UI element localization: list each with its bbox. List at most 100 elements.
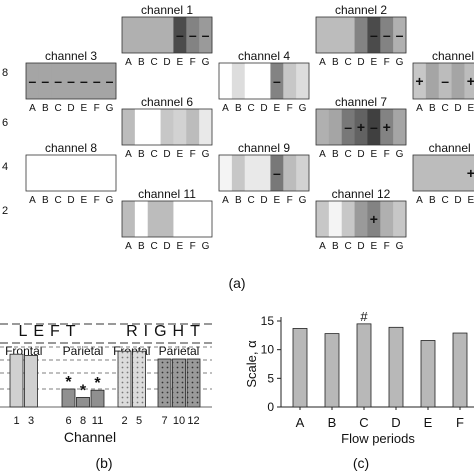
condition-label: F (94, 103, 100, 114)
condition-label: F (287, 103, 293, 114)
condition-label: A (125, 149, 132, 160)
heatmap-cell (134, 17, 149, 53)
heatmap-cell (90, 155, 104, 191)
y-tick-label: 0 (267, 400, 274, 414)
condition-label: A (29, 195, 36, 206)
condition-label: E (371, 149, 378, 160)
strip-border (25, 154, 117, 192)
condition-label: C (442, 103, 449, 114)
channel-title: channel 10 (429, 141, 474, 155)
condition-label: F (384, 57, 390, 68)
heatmap-cell (77, 155, 91, 191)
significance-star: * (65, 374, 72, 391)
sign-marker: – (370, 27, 378, 43)
condition-label: A (319, 57, 326, 68)
sign-marker: – (67, 73, 75, 89)
condition-label: C (442, 195, 449, 206)
condition-label: A (319, 149, 326, 160)
heatmap-cell (316, 109, 330, 145)
y-tick-label: 5 (267, 371, 274, 385)
condition-label: A (416, 103, 423, 114)
sign-marker: – (80, 73, 88, 89)
sign-marker: – (176, 27, 184, 43)
heatmap-cell (38, 155, 53, 191)
x-tick-label: E (424, 415, 433, 430)
heatmap-cell (438, 155, 452, 191)
channel-title: channel 9 (238, 141, 290, 155)
heatmap-cell (380, 201, 394, 237)
condition-label: E (274, 103, 281, 114)
channel-tick-label: 12 (187, 415, 199, 427)
condition-label: F (190, 57, 196, 68)
heatmap-cell (64, 155, 78, 191)
heatmap-cell (413, 63, 427, 99)
strip-border (412, 62, 474, 100)
sign-marker: – (93, 73, 101, 89)
channel-title: channel 3 (45, 49, 97, 63)
condition-label: D (67, 195, 74, 206)
heatmap-cell (64, 63, 78, 99)
heatmap-cell (393, 109, 407, 145)
heatmap-cell (270, 155, 284, 191)
significance-star: * (94, 375, 101, 392)
channel-bar (132, 350, 146, 408)
condition-label: C (151, 149, 158, 160)
heatmap-cell (199, 17, 213, 53)
heatmap-cell (354, 17, 368, 53)
condition-label: D (163, 149, 170, 160)
condition-label: D (260, 103, 267, 114)
heatmap-cell (134, 109, 149, 145)
panel-c-label: (c) (353, 455, 369, 471)
condition-label: D (163, 241, 170, 252)
condition-label: E (371, 241, 378, 252)
sign-marker: – (396, 27, 404, 43)
heatmap-cell (244, 63, 258, 99)
heatmap-cell (328, 201, 343, 237)
condition-label: D (163, 57, 170, 68)
strip-border (121, 200, 213, 238)
channel-bar (157, 358, 172, 408)
heatmap-cell (451, 155, 465, 191)
channel-title: channel 4 (238, 49, 290, 63)
channel-strip: channel 9 A B C D – E F G (218, 141, 310, 206)
region-label: Parietal (63, 344, 104, 358)
condition-label: E (81, 103, 88, 114)
condition-label: B (332, 149, 339, 160)
heatmap-cell (270, 63, 284, 99)
channel-strip: channel 2 A B C D – E – F – G (315, 3, 407, 68)
channel-tick-label: 11 (92, 415, 103, 427)
heatmap-cell (199, 201, 213, 237)
condition-label: E (177, 241, 184, 252)
heatmap-cell (173, 109, 187, 145)
heatmap-cell (425, 155, 440, 191)
heatmap-cell (296, 155, 310, 191)
heatmap-cell (341, 17, 355, 53)
condition-label: C (55, 103, 62, 114)
channel-bar (90, 389, 105, 408)
heatmap-cell (393, 17, 407, 53)
y-tick-label: 6 (2, 117, 8, 129)
condition-label: G (106, 103, 114, 114)
sign-marker: – (273, 73, 281, 89)
channel-strip: channel 7 A B – C + D – E + F G (315, 95, 407, 160)
y-tick-label: 2 (2, 205, 8, 217)
flow-period-bar (452, 332, 468, 408)
heatmap-cell (103, 63, 117, 99)
right-hemisphere-label: RIGHT (126, 323, 206, 340)
sign-marker: – (54, 73, 62, 89)
panel-a-label: (a) (228, 275, 245, 291)
condition-label: G (202, 149, 210, 160)
heatmap-cell (160, 109, 174, 145)
heatmap-cell (413, 155, 427, 191)
condition-label: F (190, 149, 196, 160)
heatmap-cell (367, 17, 381, 53)
heatmap-cell (438, 63, 452, 99)
condition-label: B (138, 241, 145, 252)
condition-label: E (177, 149, 184, 160)
channel-strip: channel 10ABCD+EFG (412, 141, 474, 206)
channel-title: channel 7 (335, 95, 387, 109)
heatmap-cell (147, 109, 161, 145)
condition-label: B (235, 195, 242, 206)
condition-label: A (125, 241, 132, 252)
